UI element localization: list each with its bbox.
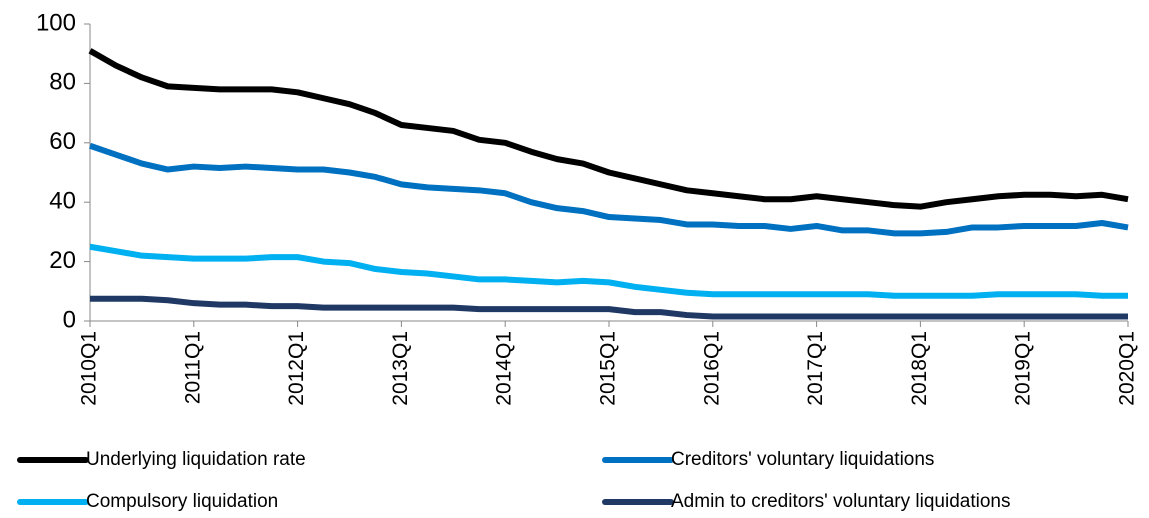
series-line xyxy=(89,142,1129,237)
x-tick-label: 2018Q1 xyxy=(908,331,931,406)
x-tick-label: 2011Q1 xyxy=(181,331,204,404)
series-line xyxy=(90,295,1128,320)
series-line xyxy=(89,243,1128,299)
legend-label: Admin to creditors' voluntary liquidatio… xyxy=(671,491,1010,512)
y-tick-label: 80 xyxy=(49,69,76,96)
y-tick-label: 20 xyxy=(49,247,76,274)
x-tick-label: 2017Q1 xyxy=(804,331,827,406)
series-line xyxy=(88,48,1129,210)
x-tick-label: 2010Q1 xyxy=(78,331,101,406)
x-tick-label: 2016Q1 xyxy=(700,331,723,406)
x-tick-label: 2019Q1 xyxy=(1012,331,1035,406)
y-tick-label: 60 xyxy=(49,128,76,155)
legend-label: Creditors' voluntary liquidations xyxy=(671,449,934,470)
y-tick-label: 0 xyxy=(63,306,76,333)
legend-label: Compulsory liquidation xyxy=(86,491,278,512)
x-tick-label: 2013Q1 xyxy=(389,331,412,406)
x-tick-label: 2014Q1 xyxy=(493,331,516,406)
y-tick-label: 40 xyxy=(49,188,76,215)
x-tick-label: 2020Q1 xyxy=(1116,331,1139,406)
y-tick-label: 100 xyxy=(36,9,76,36)
x-tick-label: 2015Q1 xyxy=(597,331,620,406)
legend-label: Underlying liquidation rate xyxy=(86,449,306,470)
x-tick-label: 2012Q1 xyxy=(285,331,308,406)
